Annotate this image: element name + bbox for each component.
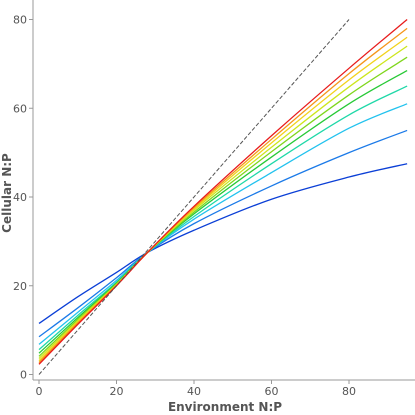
y-tick-label: 40 [13,191,27,204]
y-tick-label: 20 [13,280,27,293]
x-tick-label: 80 [342,385,356,398]
y-tick-label: 60 [13,102,27,115]
x-axis-title: Environment N:P [168,400,282,414]
series-line-8 [38,36,408,362]
y-ticks: 0 20 40 60 80 [13,14,33,382]
series-line-2 [38,129,408,338]
x-tick-label: 40 [187,385,201,398]
y-axis-title: Cellular N:P [0,153,14,233]
y-tick-label: 0 [20,369,27,382]
series-line-10 [38,19,408,365]
x-tick-label: 20 [110,385,124,398]
series-line-6 [38,56,408,357]
series-line-1 [38,163,408,325]
curves-layer [38,19,408,375]
x-tick-label: 60 [265,385,279,398]
reference-line [38,19,350,375]
series-line-7 [38,45,408,359]
series-line-3 [38,103,408,345]
x-tick-label: 0 [36,385,43,398]
x-ticks: 0 20 40 60 80 [36,380,356,398]
series-line-5 [38,69,408,354]
y-tick-label: 80 [13,14,27,27]
series-line-4 [38,85,408,351]
series-line-9 [38,27,408,363]
